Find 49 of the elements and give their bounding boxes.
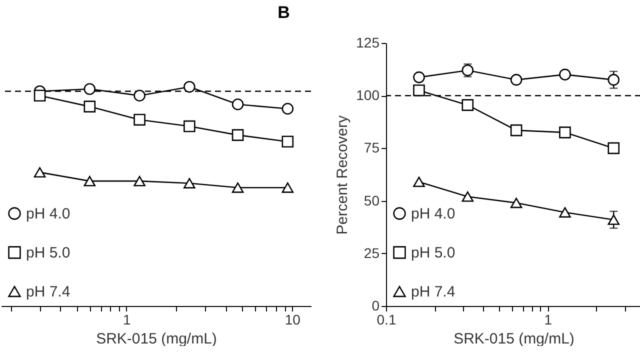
point [282, 182, 294, 193]
legend-label: pH 4.0 [26, 206, 70, 222]
y-tick-label: 0 [372, 298, 380, 314]
point [84, 176, 96, 186]
point [84, 83, 96, 95]
y-tick-label: 50 [364, 192, 380, 208]
point [510, 198, 522, 208]
point [413, 84, 425, 96]
legend-label: pH 7.4 [411, 284, 456, 300]
y-axis-title: Percent Recovery [334, 114, 352, 235]
point [184, 80, 196, 93]
point [608, 214, 620, 225]
point [34, 167, 46, 178]
point [413, 176, 425, 188]
point [232, 129, 244, 141]
y-tick-label: 75 [364, 140, 380, 156]
point [559, 68, 571, 80]
point [510, 124, 522, 136]
legend-label: pH 7.4 [26, 284, 70, 300]
point [462, 99, 474, 111]
point [184, 178, 196, 188]
legend-label: pH 5.0 [26, 244, 70, 262]
point [184, 120, 196, 132]
legend-label: pH 5.0 [411, 244, 456, 262]
x-tick-label: 1 [123, 312, 132, 328]
point [84, 100, 96, 112]
point [608, 74, 620, 86]
point [413, 71, 425, 84]
point [608, 142, 620, 154]
y-tick-label: 25 [364, 244, 380, 261]
point [559, 126, 571, 138]
point [462, 191, 474, 202]
point [282, 102, 294, 115]
point [134, 114, 146, 126]
x-tick-label: 1 [544, 312, 552, 328]
x-tick-label: 0.1 [376, 312, 396, 328]
x-tick-label: 10 [284, 312, 301, 328]
point [559, 207, 571, 218]
legend-label: pH 4.0 [411, 206, 456, 222]
point [134, 176, 146, 186]
point [510, 74, 522, 86]
point [232, 98, 244, 110]
point [134, 90, 146, 102]
y-tick-label: 100 [356, 87, 380, 104]
chart-title: B [278, 3, 290, 22]
point [232, 182, 244, 193]
point [282, 136, 294, 148]
point [34, 90, 46, 102]
y-tick-label: 125 [356, 34, 380, 50]
